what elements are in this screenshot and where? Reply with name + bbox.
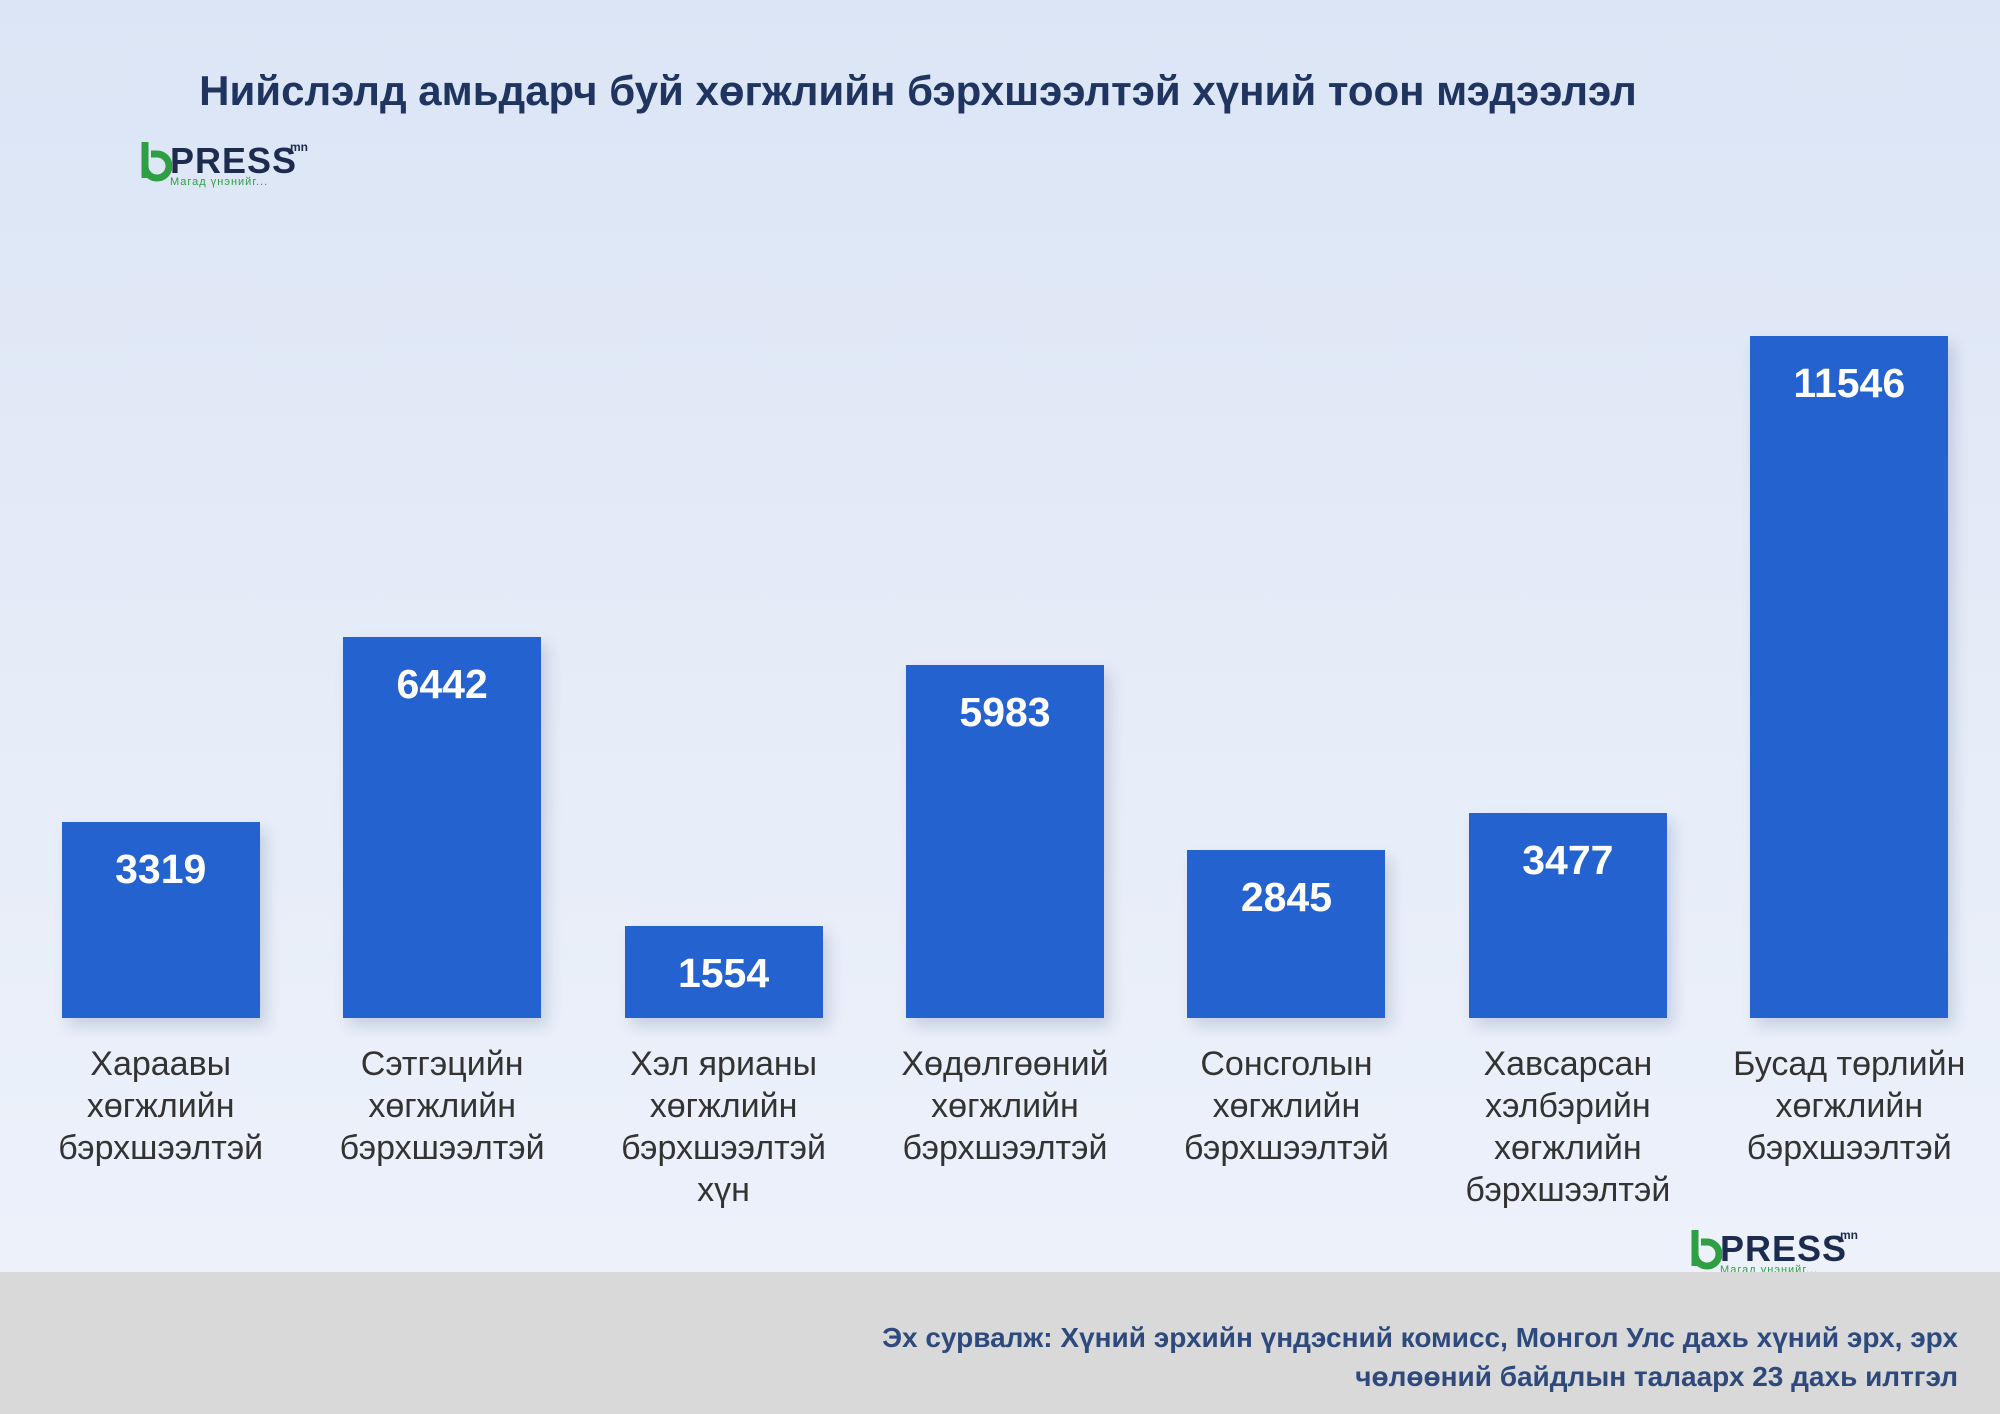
value-label: 3477 bbox=[1522, 836, 1614, 883]
logo-icon bbox=[1691, 1230, 1722, 1270]
value-label: 6442 bbox=[396, 661, 488, 708]
bar bbox=[1468, 812, 1667, 1018]
value-label: 1554 bbox=[677, 950, 770, 997]
chart-title: Нийслэлд амьдарч буй хөгжлийн бэрхшээлтэ… bbox=[199, 67, 1637, 114]
logo-tagline: Магад үнэнийг... bbox=[170, 176, 269, 188]
logo: PRESS mn Магад үнэнийг... bbox=[1690, 1228, 1865, 1278]
x-tick-label: Хараавы хөгжлийн бэрхшээлтэй bbox=[58, 1045, 264, 1167]
value-label: 11546 bbox=[1793, 360, 1906, 406]
logo: PRESS mn Магад үнэнийг... bbox=[140, 140, 315, 190]
x-tick-label: Хэл ярианы хөгжлийн бэрхшээлтэй хүн bbox=[621, 1045, 827, 1209]
x-tick-label: Сонсголын хөгжлийн бэрхшээлтэй bbox=[1183, 1045, 1389, 1167]
bar bbox=[906, 664, 1104, 1018]
x-tick-label: Хавсарсан хэлбэрийн хөгжлийн бэрхшээлтэй bbox=[1465, 1045, 1671, 1209]
x-tick-label: Сэтгэцийн хөгжлийн бэрхшээлтэй bbox=[339, 1045, 545, 1167]
bar bbox=[61, 821, 260, 1018]
bar bbox=[1750, 336, 1949, 1018]
value-label: 3319 bbox=[115, 845, 207, 892]
bar bbox=[624, 926, 823, 1018]
footer: Эх сурвалж: Хүний эрхийн үндэсний комисс… bbox=[0, 1272, 2000, 1414]
logo-name: PRESS bbox=[170, 140, 298, 181]
x-tick-label: Хөдөлгөөний хөгжлийн бэрхшээлтэй bbox=[901, 1045, 1109, 1167]
logo-name: PRESS bbox=[1720, 1228, 1848, 1269]
source-line: Эх сурвалж: Хүний эрхийн үндэсний комисс… bbox=[882, 1322, 1958, 1353]
logo-suffix: mn bbox=[1840, 1228, 1858, 1242]
logo-icon bbox=[141, 142, 172, 182]
value-label: 5983 bbox=[959, 688, 1051, 735]
bar bbox=[343, 637, 542, 1018]
logo-suffix: mn bbox=[290, 140, 308, 154]
source-line: чөлөөний байдлын талаарх 23 дахь илтгэл bbox=[1355, 1361, 1958, 1392]
x-tick-label: Бусад төрлийн хөгжлийн бэрхшээлтэй bbox=[1733, 1045, 1966, 1167]
value-label: 2845 bbox=[1240, 873, 1333, 920]
bar bbox=[1187, 849, 1386, 1018]
